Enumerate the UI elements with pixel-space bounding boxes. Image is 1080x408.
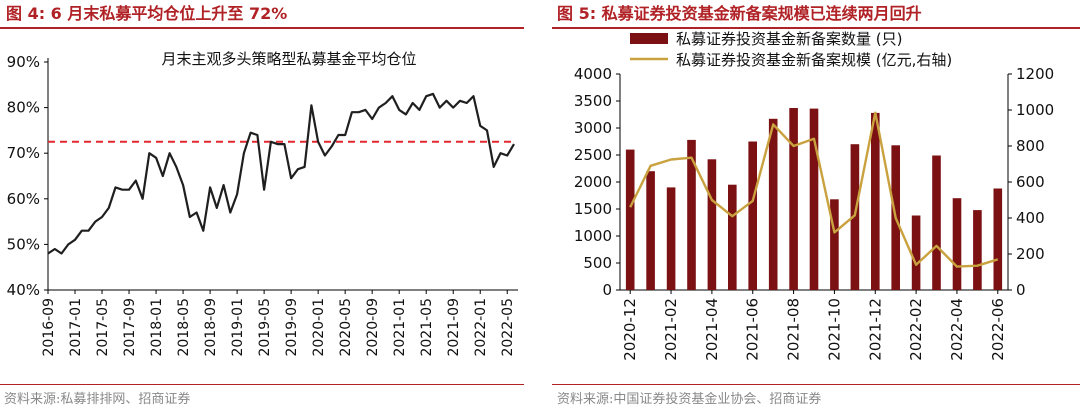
left-x-tick-label: 2019-01 <box>230 298 246 357</box>
right-x-tick-label: 2020-12 <box>621 298 639 361</box>
filing-count-bar <box>850 144 860 290</box>
left-bottom-rule <box>0 384 524 385</box>
left-x-tick-label: 2016-09 <box>41 298 57 357</box>
left-x-tick-label: 2021-05 <box>419 298 435 357</box>
left-x-tick-label: 2021-01 <box>392 298 408 357</box>
right-x-tick-label: 2022-04 <box>948 298 966 361</box>
filing-count-bar <box>768 118 778 290</box>
left-x-tick-label: 2018-09 <box>203 298 219 357</box>
left-x-tick-label: 2017-01 <box>68 298 84 357</box>
left-x-tick-label: 2017-09 <box>122 298 138 357</box>
filing-count-bar <box>687 139 696 290</box>
right-x-tick-label: 2022-06 <box>989 298 1007 361</box>
legend-bar-swatch <box>630 33 668 44</box>
left-x-tick-label: 2019-05 <box>257 298 273 357</box>
right-left-y-tick-label: 2000 <box>574 173 612 191</box>
right-left-y-tick-label: 4000 <box>574 65 612 83</box>
right-left-y-tick-label: 1000 <box>574 227 612 245</box>
filing-count-bar <box>748 141 757 290</box>
left-figure-title: 图 4: 6 月末私募平均仓位上升至 72% <box>6 4 288 23</box>
left-x-tick-label: 2019-09 <box>284 298 300 357</box>
right-x-tick-label: 2021-12 <box>866 298 884 361</box>
right-bottom-rule <box>552 384 1080 385</box>
right-x-tick-label: 2021-04 <box>703 298 721 361</box>
right-left-y-tick-label: 2500 <box>574 146 612 164</box>
filing-count-bar <box>973 210 982 290</box>
right-left-y-tick-label: 1500 <box>574 200 612 218</box>
right-x-tick-label: 2021-10 <box>825 298 843 361</box>
left-title-rule <box>0 27 524 29</box>
filing-count-bar <box>728 184 737 290</box>
filing-count-bar <box>830 199 839 290</box>
left-x-tick-label: 2022-05 <box>500 298 516 357</box>
right-title-rule <box>552 27 1080 29</box>
filing-count-bar <box>625 149 635 290</box>
left-y-tick-label: 80% <box>7 99 40 117</box>
filings-bar-line-chart: 0 500 1000 1500 2000 2500 3000 3500 4000 0 200 400 6… <box>574 30 1054 361</box>
filing-count-bar <box>871 112 880 291</box>
left-x-tick-label: 2022-01 <box>473 298 489 357</box>
right-x-tick-label: 2021-06 <box>744 298 762 361</box>
left-y-tick-label: 60% <box>7 190 40 208</box>
right-right-y-tick-label: 0 <box>1016 281 1026 299</box>
left-y-tick-label: 90% <box>7 53 40 71</box>
position-line-chart: 40% 50% 60% 70% 80% 90% 2016-09 2017-01 2017-05 2… <box>7 50 518 357</box>
right-left-y-tick-label: 3000 <box>574 119 612 137</box>
right-source-note: 资料来源:中国证券投资基金业协会、招商证券 <box>557 392 822 407</box>
left-x-tick-label: 2017-05 <box>95 298 111 357</box>
filing-count-bar <box>789 108 798 290</box>
right-right-y-tick-label: 200 <box>1016 245 1045 263</box>
left-source-note: 资料来源:私募排排网、招商证券 <box>4 392 191 407</box>
right-left-y-tick-label: 3500 <box>574 92 612 110</box>
right-x-tick-label: 2021-08 <box>785 298 803 361</box>
charts-canvas: 40% 50% 60% 70% 80% 90% 2016-09 2017-01 2017-05 2… <box>7 30 1055 361</box>
right-right-y-tick-label: 1200 <box>1016 65 1054 83</box>
left-y-tick-label: 50% <box>7 235 40 253</box>
left-x-tick-label: 2018-05 <box>176 298 192 357</box>
right-x-tick-label: 2021-02 <box>662 298 680 361</box>
left-chart-title: 月末主观多头策略型私募基金平均仓位 <box>161 50 416 68</box>
filing-count-bar <box>646 171 655 290</box>
left-x-tick-label: 2020-05 <box>338 298 354 357</box>
right-left-y-tick-label: 0 <box>602 281 612 299</box>
right-figure-title: 图 5: 私募证券投资基金新备案规模已连续两月回升 <box>557 4 922 23</box>
right-right-y-tick-label: 600 <box>1016 173 1045 191</box>
filing-size-line <box>629 111 999 268</box>
legend-bar-label: 私募证券投资基金新备案数量 (只) <box>676 30 902 48</box>
filing-count-bar <box>707 159 717 290</box>
filing-count-bar <box>666 187 676 290</box>
right-x-tick-label: 2022-02 <box>907 298 925 361</box>
right-right-y-tick-label: 400 <box>1016 209 1045 227</box>
left-x-tick-label: 2020-01 <box>311 298 327 357</box>
filing-count-bar <box>952 198 962 290</box>
left-y-tick-label: 40% <box>7 281 40 299</box>
left-x-tick-label: 2018-01 <box>149 298 165 357</box>
filing-count-bar <box>809 108 819 290</box>
legend-line-label: 私募证券投资基金新备案规模 (亿元,右轴) <box>676 51 952 69</box>
position-series-line <box>47 92 515 255</box>
filing-count-bar <box>932 155 941 290</box>
right-right-y-tick-label: 800 <box>1016 137 1045 155</box>
right-right-y-tick-label: 1000 <box>1016 101 1054 119</box>
left-x-tick-label: 2020-09 <box>365 298 381 357</box>
filing-count-bar <box>993 188 1003 290</box>
left-y-tick-label: 70% <box>7 144 40 162</box>
left-x-tick-label: 2021-09 <box>446 298 462 357</box>
filing-count-bar <box>911 215 921 290</box>
right-left-y-tick-label: 500 <box>583 254 612 272</box>
